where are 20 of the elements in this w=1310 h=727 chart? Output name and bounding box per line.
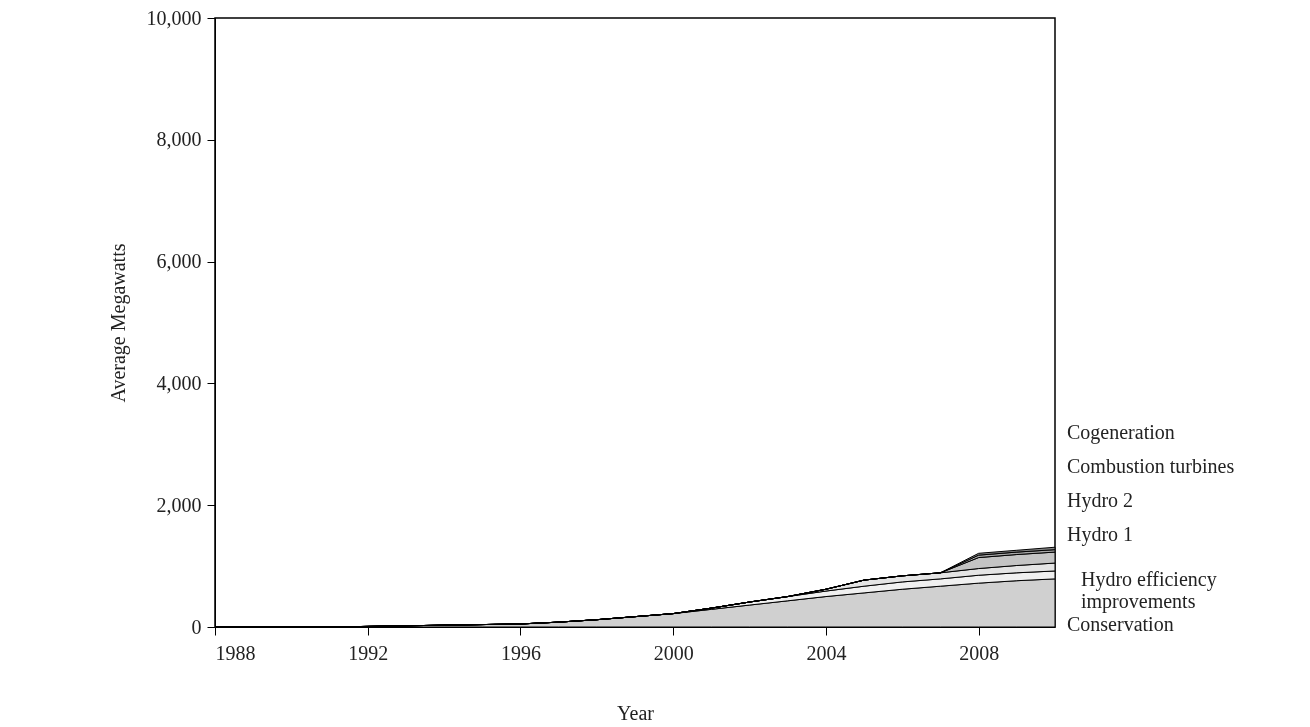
x-tick-label: 2008: [959, 641, 1000, 664]
series-label: Hydro 1: [1067, 523, 1134, 546]
y-tick-label: 10,000: [146, 6, 202, 29]
y-tick-label: 0: [191, 615, 202, 638]
y-tick-label: 4,000: [156, 371, 202, 394]
x-axis-title: Year: [617, 701, 655, 724]
x-tick-label: 2000: [653, 641, 694, 664]
y-tick-label: 6,000: [156, 250, 202, 273]
text: Cogeneration: [1067, 421, 1175, 444]
x-tick-label: 1996: [500, 641, 541, 664]
x-tick-label: 1992: [348, 641, 389, 664]
x-tick-label: 2004: [806, 641, 847, 664]
text: Hydro 2: [1067, 489, 1134, 512]
y-axis-title: Average Megawatts: [106, 243, 130, 403]
series-label: Hydro efficiency improvements: [1081, 568, 1217, 613]
text: Combustion turbines: [1067, 455, 1235, 477]
y-tick-label: 2,000: [156, 493, 202, 516]
series-label: Conservation: [1067, 613, 1174, 635]
y-tick-label: 8,000: [156, 128, 202, 151]
x-tick-label: 1988: [215, 641, 256, 664]
